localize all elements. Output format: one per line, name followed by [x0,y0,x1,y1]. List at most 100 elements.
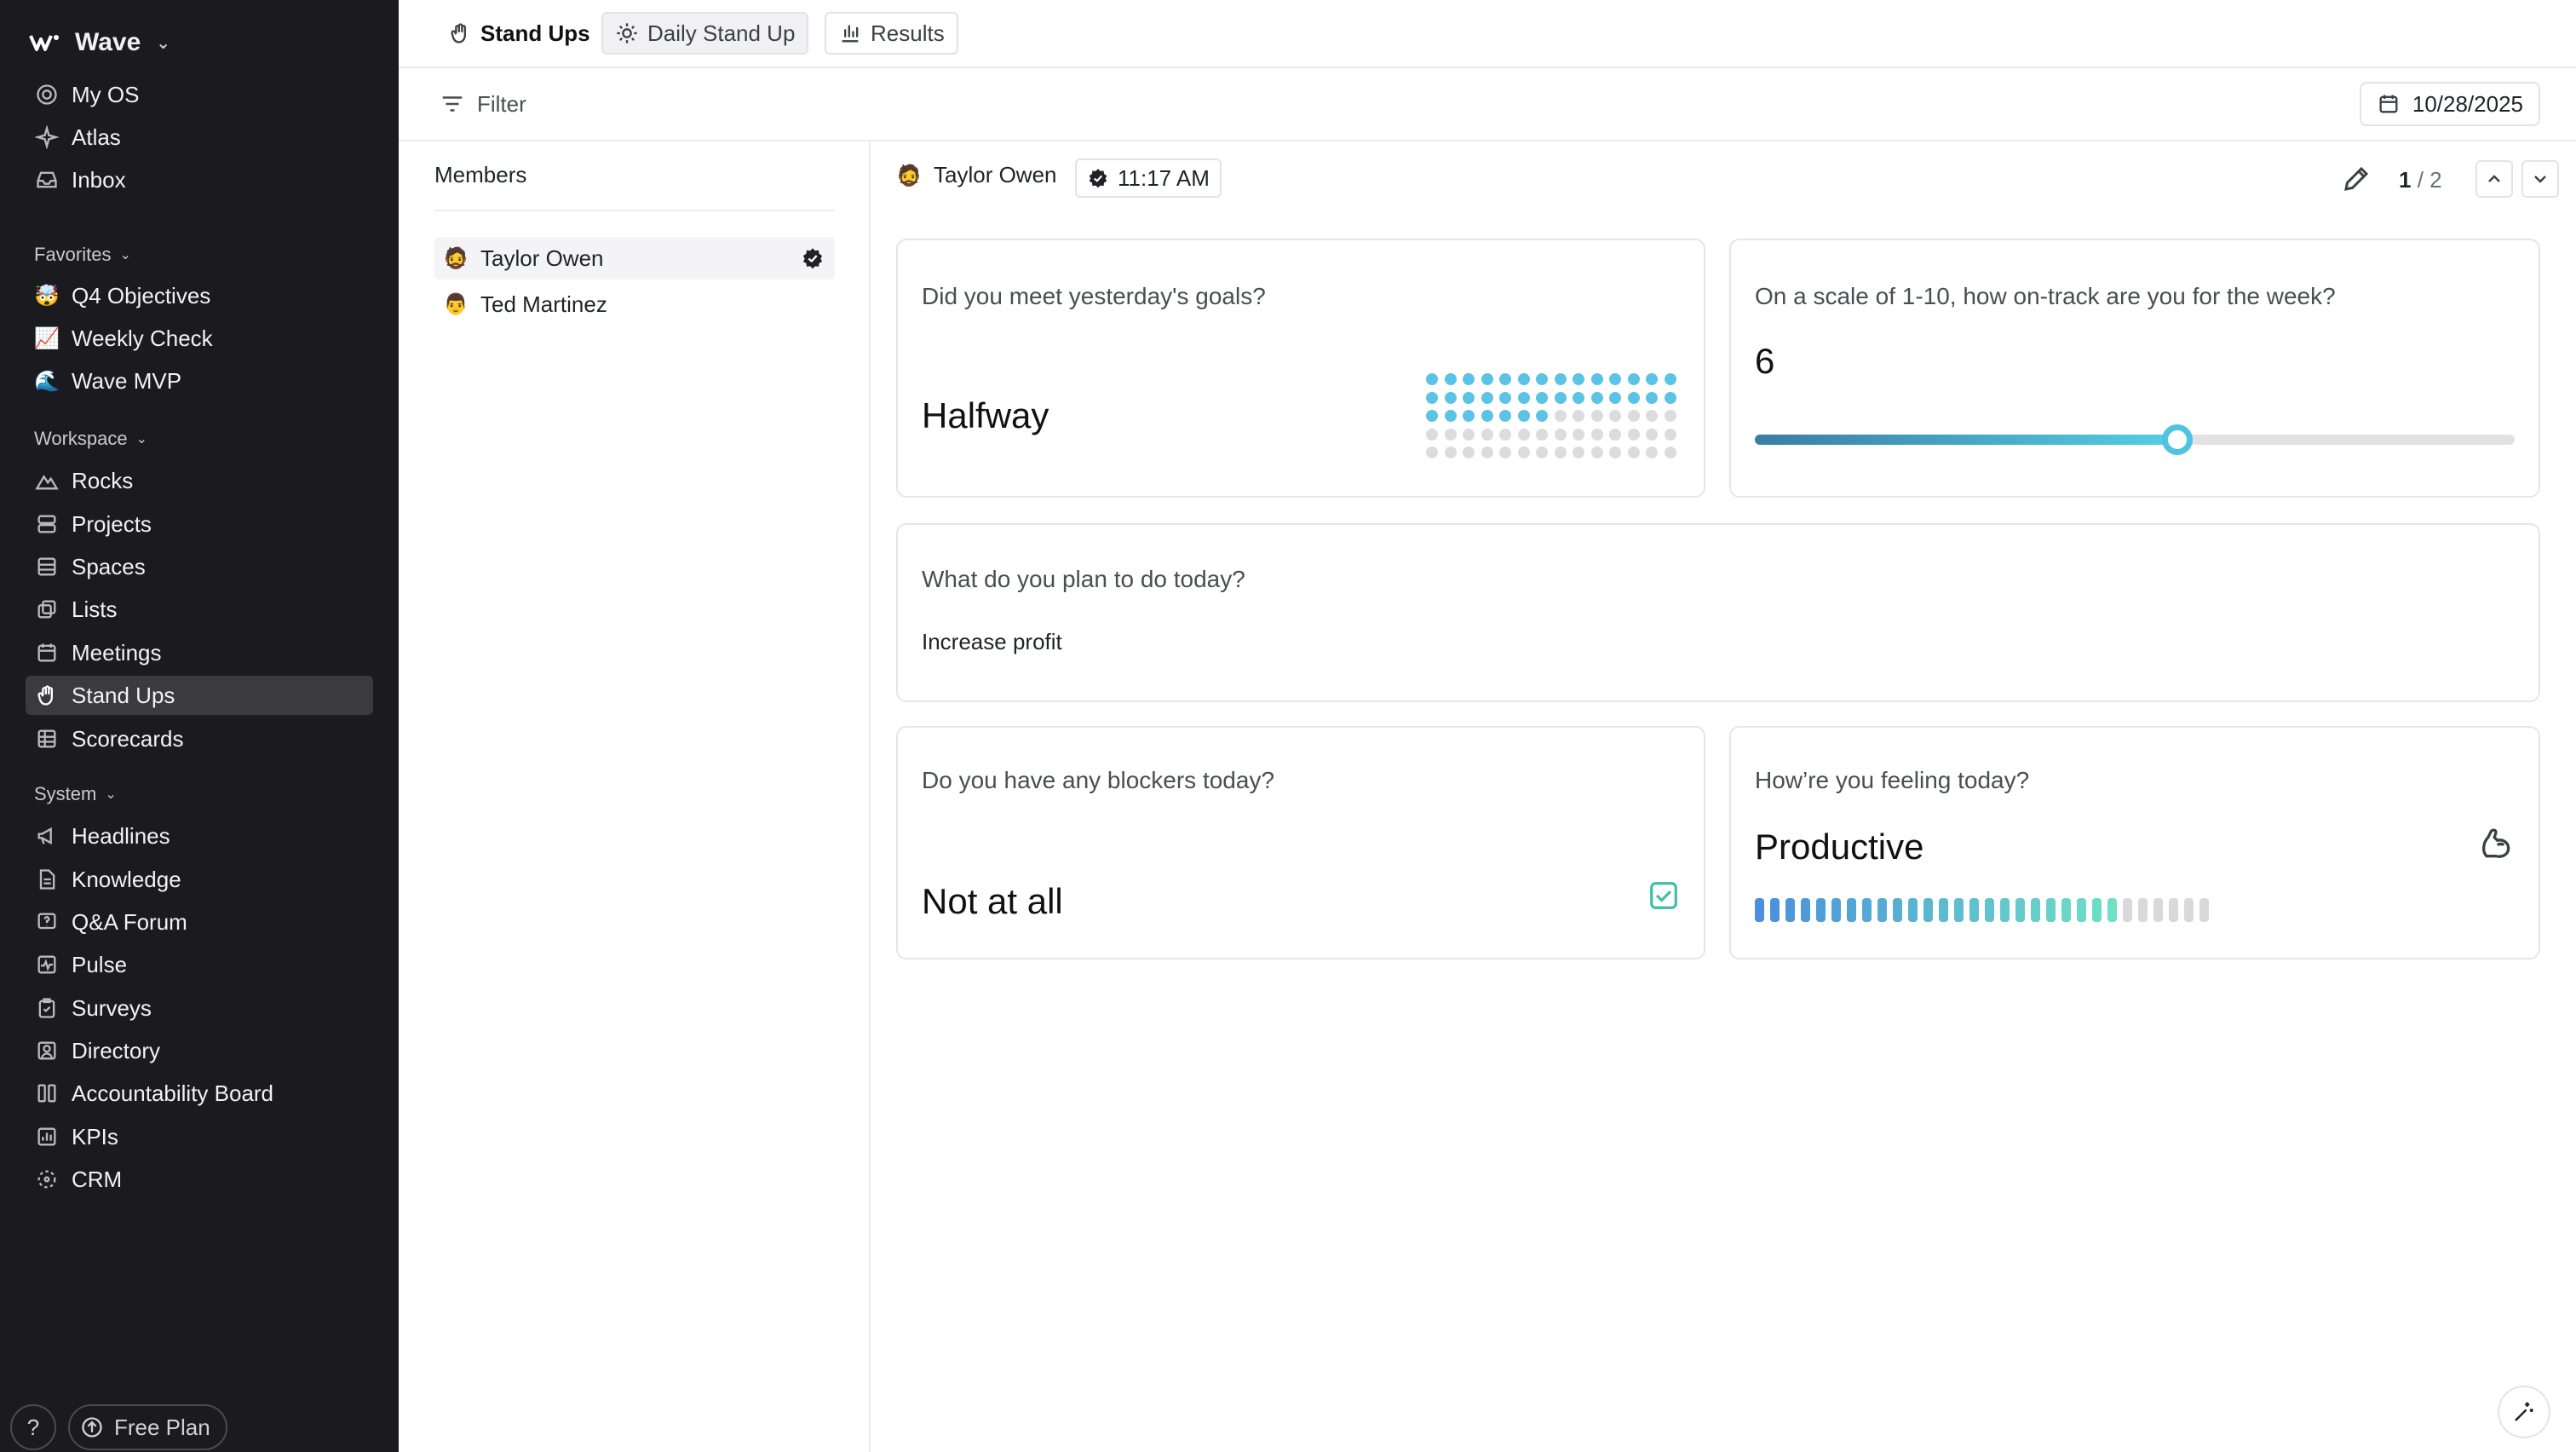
sun-icon [617,23,637,43]
sidebar-item-stand-ups[interactable]: Stand Ups [26,676,373,715]
dot-empty [1499,428,1511,441]
plan-card: What do you plan to do today? Increase p… [896,523,2540,702]
edit-pencil-icon[interactable] [2341,164,2372,194]
ai-assistant-button[interactable] [2498,1386,2550,1438]
meter-bar-empty [2184,898,2194,922]
sidebar-item-surveys[interactable]: Surveys [26,988,373,1028]
dot-empty [1627,410,1640,422]
respondent-name: Taylor Owen [934,162,1057,187]
filter-button[interactable]: Filter [440,87,526,121]
person-card-icon [34,1038,60,1063]
dot-empty [1646,410,1658,422]
sidebar-item-label: Accountability Board [72,1080,274,1106]
tab-daily-stand-up[interactable]: Daily Stand Up [601,12,809,55]
previous-response-button[interactable] [2475,160,2513,198]
dot-filled [1627,391,1640,404]
tab-stand-ups[interactable]: Stand Ups [436,12,602,55]
free-plan-button[interactable]: Free Plan [68,1404,227,1450]
scale-slider-track [1755,424,2515,455]
member-row-ted-martinez[interactable]: 👨 Ted Martinez [434,283,835,326]
sidebar-item-label: Spaces [72,553,146,579]
dot-filled [1426,410,1438,422]
tab-label: Results [871,20,945,46]
tab-results[interactable]: Results [825,12,958,55]
sidebar: Wave ⌄ My OS Atlas Inbox Favorites ⌄ 🤯 Q… [0,0,399,1452]
dot-filled [1463,391,1475,404]
sidebar-item-label: Rocks [72,467,134,493]
dot-empty [1444,447,1457,458]
meter-bar-filled [2061,898,2071,922]
chevron-down-icon: ⌄ [119,248,131,262]
sidebar-item-pulse[interactable]: Pulse [26,945,373,984]
dot-empty [1609,428,1621,441]
chevron-down-icon [2534,176,2546,183]
sidebar-item-directory[interactable]: Directory [26,1031,373,1070]
dot-filled [1590,391,1603,404]
sidebar-item-spaces[interactable]: Spaces [26,547,373,586]
date-picker-button[interactable]: 10/28/2025 [2359,82,2540,126]
section-label: System [34,783,97,804]
sidebar-item-accountability-board[interactable]: Accountability Board [26,1074,373,1113]
sidebar-item-inbox[interactable]: Inbox [26,160,373,199]
next-response-button[interactable] [2521,160,2559,198]
dot-empty [1426,428,1438,441]
meter-bar-filled [2046,898,2056,922]
tab-label: Daily Stand Up [647,20,796,46]
dot-empty [1554,428,1567,441]
meter-bar-empty [2199,898,2209,922]
meter-bar-filled [1985,898,1994,922]
favorite-weekly-check[interactable]: 📈 Weekly Check [26,319,373,358]
scale-slider-thumb[interactable] [2161,424,2193,455]
dot-empty [1573,447,1584,458]
workspace-section-toggle[interactable]: Workspace ⌄ [34,426,147,452]
sidebar-item-label: Wave MVP [72,367,182,394]
dot-empty [1646,447,1658,458]
dot-empty [1481,428,1493,441]
workspace-switcher[interactable]: Wave ⌄ [29,24,170,61]
dot-empty [1609,410,1621,422]
member-row-taylor-owen[interactable]: 🧔 Taylor Owen [434,237,835,279]
sidebar-item-crm[interactable]: CRM [26,1160,373,1199]
dot-empty [1664,428,1676,441]
favorite-wave-mvp[interactable]: 🌊 Wave MVP [26,361,373,400]
system-section-toggle[interactable]: System ⌄ [34,781,117,807]
sidebar-item-projects[interactable]: Projects [26,504,373,544]
dot-filled [1444,373,1457,385]
answer-text: Halfway [922,395,1049,435]
dot-filled [1426,391,1438,404]
meter-bar-filled [1908,898,1918,922]
sidebar-item-meetings[interactable]: Meetings [26,633,373,672]
sidebar-item-label: Q&A Forum [72,908,187,935]
checkbox-checked-icon [1650,882,1677,909]
sidebar-item-label: Lists [72,596,118,622]
sidebar-item-kpis[interactable]: KPIs [26,1117,373,1156]
bar-chart-icon [842,25,859,43]
sidebar-item-label: Surveys [72,994,152,1021]
grid-icon [34,726,60,752]
chevron-down-icon: ⌄ [156,33,171,53]
sidebar-item-label: Meetings [72,639,162,666]
meter-bar-filled [1923,898,1933,922]
help-button[interactable]: ? [10,1404,56,1450]
dot-empty [1554,447,1567,458]
favorites-section-toggle[interactable]: Favorites ⌄ [34,242,131,268]
sidebar-item-scorecards[interactable]: Scorecards [26,719,373,758]
dot-filled [1536,410,1548,422]
question-icon [34,909,60,935]
sidebar-item-rocks[interactable]: Rocks [26,461,373,500]
sidebar-item-lists[interactable]: Lists [26,590,373,629]
sidebar-item-atlas[interactable]: Atlas [26,118,373,157]
question-text: What do you plan to do today? [922,566,1245,592]
meter-bar-filled [1877,898,1887,922]
meter-bar-filled [2000,898,2010,922]
sidebar-item-my-os[interactable]: My OS [26,75,373,114]
sidebar-item-qa-forum[interactable]: Q&A Forum [26,902,373,942]
meter-bar-filled [1816,898,1826,922]
pulse-icon [34,952,60,977]
dot-filled [1481,410,1493,422]
hand-icon [451,23,466,43]
favorite-q4-objectives[interactable]: 🤯 Q4 Objectives [26,276,373,315]
dot-filled [1664,373,1676,385]
sidebar-item-headlines[interactable]: Headlines [26,816,373,856]
sidebar-item-knowledge[interactable]: Knowledge [26,860,373,899]
